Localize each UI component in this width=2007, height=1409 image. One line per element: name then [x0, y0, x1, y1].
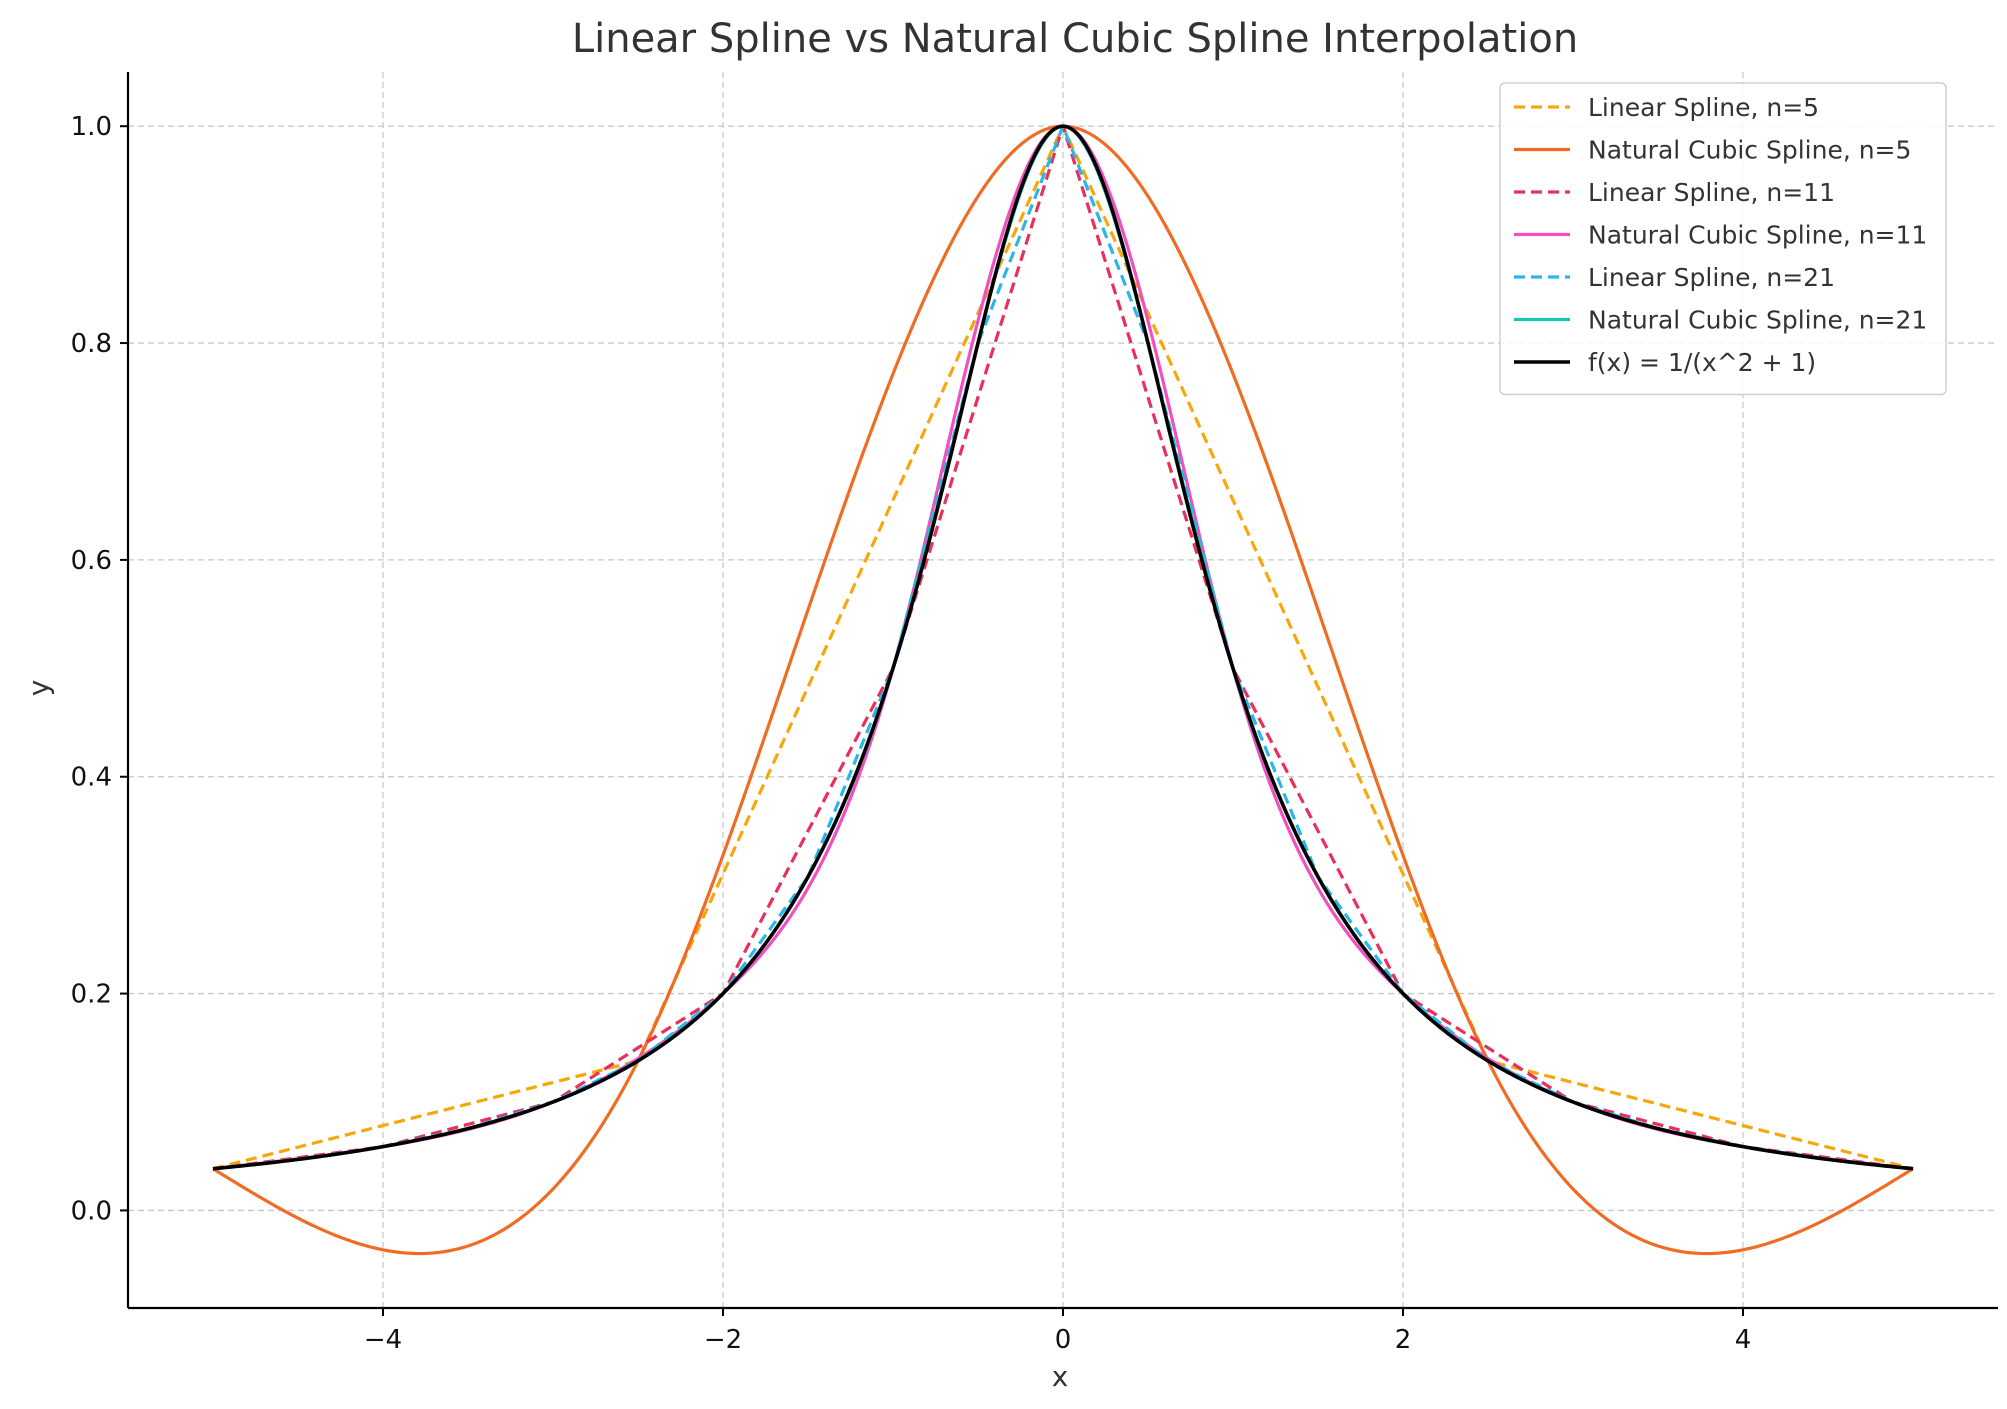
- legend-label: Natural Cubic Spline, n=5: [1588, 136, 1911, 165]
- legend: Linear Spline, n=5 Natural Cubic Spline, …: [1499, 82, 1947, 396]
- legend-item: Natural Cubic Spline, n=11: [1514, 221, 1927, 250]
- y-axis-label: y: [22, 680, 55, 697]
- legend-item: Linear Spline, n=5: [1514, 93, 1819, 122]
- y-tick-label: 0.4: [71, 763, 112, 793]
- grid: [128, 72, 1998, 1308]
- legend-item: f(x) = 1/(x^2 + 1): [1514, 348, 1816, 377]
- legend-item: Linear Spline, n=11: [1514, 178, 1835, 207]
- legend-label: Linear Spline, n=21: [1588, 263, 1835, 292]
- ticks: −4 −2 0 2 4 0.0 0.2 0.4 0.6 0.8 1.0: [71, 112, 1752, 1355]
- y-tick-label: 0.0: [71, 1196, 112, 1226]
- chart-title: Linear Spline vs Natural Cubic Spline In…: [572, 16, 1578, 62]
- x-tick-label: 2: [1395, 1325, 1412, 1355]
- legend-label: Natural Cubic Spline, n=11: [1588, 221, 1927, 250]
- y-tick-label: 0.2: [71, 980, 112, 1010]
- x-tick-label: 4: [1735, 1325, 1752, 1355]
- series-line-7: [212, 124, 1914, 1171]
- legend-label: f(x) = 1/(x^2 + 1): [1588, 348, 1816, 377]
- legend-box: [1499, 82, 1947, 396]
- legend-item: Natural Cubic Spline, n=5: [1514, 136, 1911, 165]
- legend-item: Linear Spline, n=21: [1514, 263, 1835, 292]
- y-tick-label: 0.6: [71, 546, 112, 576]
- x-tick-label: 0: [1055, 1325, 1072, 1355]
- y-tick-label: 0.8: [71, 329, 112, 359]
- x-axis-label: x: [1052, 1360, 1069, 1393]
- x-tick-label: −4: [364, 1325, 402, 1355]
- legend-label: Linear Spline, n=5: [1588, 93, 1819, 122]
- legend-label: Linear Spline, n=11: [1588, 178, 1835, 207]
- y-tick-label: 1.0: [71, 112, 112, 142]
- legend-item: Natural Cubic Spline, n=21: [1514, 306, 1927, 335]
- legend-label: Natural Cubic Spline, n=21: [1588, 306, 1927, 335]
- x-tick-label: −2: [704, 1325, 742, 1355]
- series-layer: [212, 124, 1914, 1256]
